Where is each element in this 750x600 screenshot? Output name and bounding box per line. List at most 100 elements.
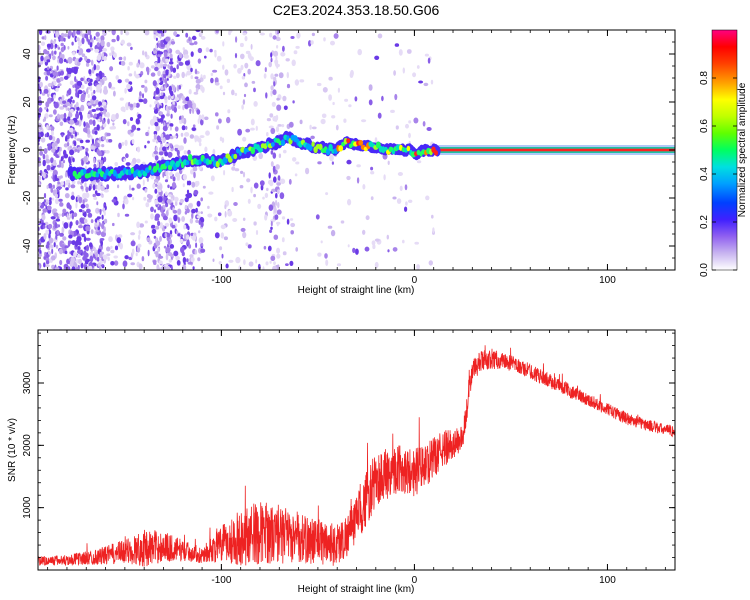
noise-dot: [38, 30, 43, 36]
noise-dot: [43, 262, 46, 268]
noise-dot: [102, 254, 108, 260]
noise-dot: [111, 30, 116, 36]
noise-dot: [264, 192, 269, 198]
noise-dot: [44, 221, 49, 226]
noise-dot: [151, 228, 157, 234]
noise-dot: [51, 50, 54, 56]
noise-dot: [347, 198, 352, 206]
noise-dot: [47, 145, 52, 151]
noise-dot: [64, 193, 70, 199]
noise-dot: [294, 79, 300, 86]
noise-dot: [141, 256, 145, 262]
noise-dot: [276, 45, 279, 49]
spectrogram-panel: -100 0 100 -40 -20 0 20 40 Height of straight l…: [7, 29, 676, 296]
noise-dot: [156, 135, 161, 142]
noise-dot: [96, 84, 102, 91]
noise-dot: [59, 114, 65, 119]
noise-dot: [56, 186, 63, 190]
noise-dot: [273, 81, 276, 87]
noise-dot: [91, 129, 95, 135]
noise-dot: [51, 248, 54, 255]
noise-dot: [40, 55, 44, 62]
noise-dot: [368, 84, 373, 91]
noise-dot: [406, 49, 412, 54]
noise-dot: [114, 245, 119, 251]
noise-dot: [394, 43, 400, 47]
noise-dot: [266, 187, 269, 192]
noise-dot: [395, 125, 399, 130]
noise-dot: [183, 224, 187, 230]
noise-dot: [215, 30, 219, 34]
noise-dot: [240, 64, 244, 71]
noise-dot: [46, 43, 52, 48]
noise-dot: [75, 91, 78, 98]
noise-dot: [282, 45, 285, 52]
noise-dot: [158, 253, 162, 259]
noise-dot: [187, 261, 193, 265]
noise-dot: [201, 242, 204, 247]
noise-dot: [288, 121, 294, 128]
noise-dot: [59, 77, 64, 82]
noise-dot: [192, 102, 197, 110]
noise-dot: [159, 77, 163, 81]
noise-dot: [122, 260, 128, 268]
noise-dot: [275, 30, 278, 35]
noise-dot: [184, 197, 189, 203]
noise-dot: [87, 30, 92, 36]
noise-dot: [95, 251, 99, 258]
noise-dot: [325, 259, 329, 266]
noise-dot: [87, 93, 90, 99]
noise-dot: [89, 34, 92, 40]
noise-dot: [333, 33, 339, 39]
noise-dot: [79, 111, 82, 116]
noise-dot: [162, 70, 167, 75]
noise-dot: [154, 188, 158, 194]
noise-dot: [164, 143, 169, 148]
noise-dot: [186, 208, 190, 214]
noise-dot: [57, 71, 61, 77]
noise-dot: [271, 188, 277, 193]
noise-dot: [108, 236, 113, 243]
noise-dot: [250, 186, 253, 194]
snr-xtick-label: 100: [599, 575, 616, 586]
noise-dot: [162, 215, 168, 221]
noise-dot: [189, 108, 192, 115]
noise-dot: [291, 59, 296, 67]
noise-dot: [172, 209, 178, 214]
noise-dot: [164, 179, 169, 183]
noise-dot: [82, 209, 85, 214]
noise-dot: [38, 201, 42, 207]
noise-dot: [210, 77, 214, 84]
noise-dot: [225, 263, 229, 269]
noise-dot: [60, 175, 63, 179]
noise-dot: [39, 150, 44, 156]
noise-dot: [52, 184, 55, 189]
noise-dot: [182, 257, 187, 264]
noise-dot: [115, 75, 119, 80]
noise-dot: [145, 131, 149, 137]
noise-dot: [197, 118, 200, 124]
noise-dot: [138, 99, 144, 103]
noise-dot: [38, 99, 43, 106]
noise-dot: [142, 50, 145, 56]
noise-dot: [418, 80, 424, 84]
noise-dot: [46, 164, 51, 171]
noise-dot: [174, 201, 178, 206]
noise-dot: [381, 95, 384, 102]
noise-dot: [132, 157, 137, 164]
noise-dot: [187, 203, 193, 208]
noise-dot: [135, 252, 138, 257]
noise-dot: [295, 45, 300, 49]
noise-dot: [179, 198, 184, 204]
noise-dot: [178, 52, 183, 59]
noise-dot: [48, 233, 51, 240]
noise-dot: [247, 68, 251, 75]
noise-dot: [180, 246, 185, 254]
noise-dot: [138, 263, 142, 270]
noise-dot: [136, 158, 141, 164]
noise-dot: [139, 223, 145, 228]
noise-dot: [197, 58, 202, 64]
noise-dot: [163, 196, 167, 201]
noise-dot: [83, 121, 86, 127]
noise-dot: [172, 85, 176, 92]
